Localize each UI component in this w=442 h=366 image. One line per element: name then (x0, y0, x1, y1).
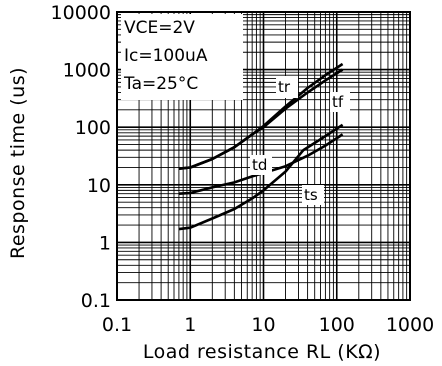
y-tick-label: 100 (75, 117, 111, 139)
curve-label-ts: ts (304, 186, 318, 204)
y-tick-label: 10000 (51, 2, 111, 24)
label-bg-tr (276, 76, 298, 98)
curve-label-tr: tr (278, 78, 291, 96)
label-bg-ts (302, 185, 324, 205)
y-tick-label: 0.1 (81, 290, 111, 312)
curve-labels: tr tf td ts (250, 76, 350, 205)
label-bg-tf (330, 92, 350, 112)
conditions-box (121, 14, 243, 100)
condition-ta: Ta=25°C (123, 74, 198, 94)
y-tick-label: 1 (99, 232, 111, 254)
curve-label-td: td (252, 156, 267, 174)
x-tick-label: 1000 (386, 314, 434, 336)
x-axis-title: Load resistance RL (KΩ) (143, 341, 381, 363)
plot-frame (116, 11, 411, 301)
x-tick-label: 100 (319, 314, 355, 336)
y-tick-label: 10 (87, 175, 111, 197)
x-tick-label: 0.1 (102, 314, 132, 336)
series-line-ts (178, 123, 344, 231)
y-tick-label: 1000 (63, 60, 111, 82)
condition-ic: Ic=100uA (124, 46, 208, 66)
x-tick-label: 10 (251, 314, 275, 336)
x-tick-labels: 0.1 1 10 100 1000 (102, 314, 434, 336)
x-tick-label: 1 (184, 314, 196, 336)
y-axis-title: Response time (us) (7, 67, 29, 259)
condition-vce: VCE=2V (124, 18, 195, 38)
curve-label-tf: tf (332, 93, 344, 111)
series-line-tf (178, 68, 344, 170)
y-tick-labels: 0.1 1 10 100 1000 10000 (51, 2, 111, 312)
label-bg-td (250, 155, 272, 175)
